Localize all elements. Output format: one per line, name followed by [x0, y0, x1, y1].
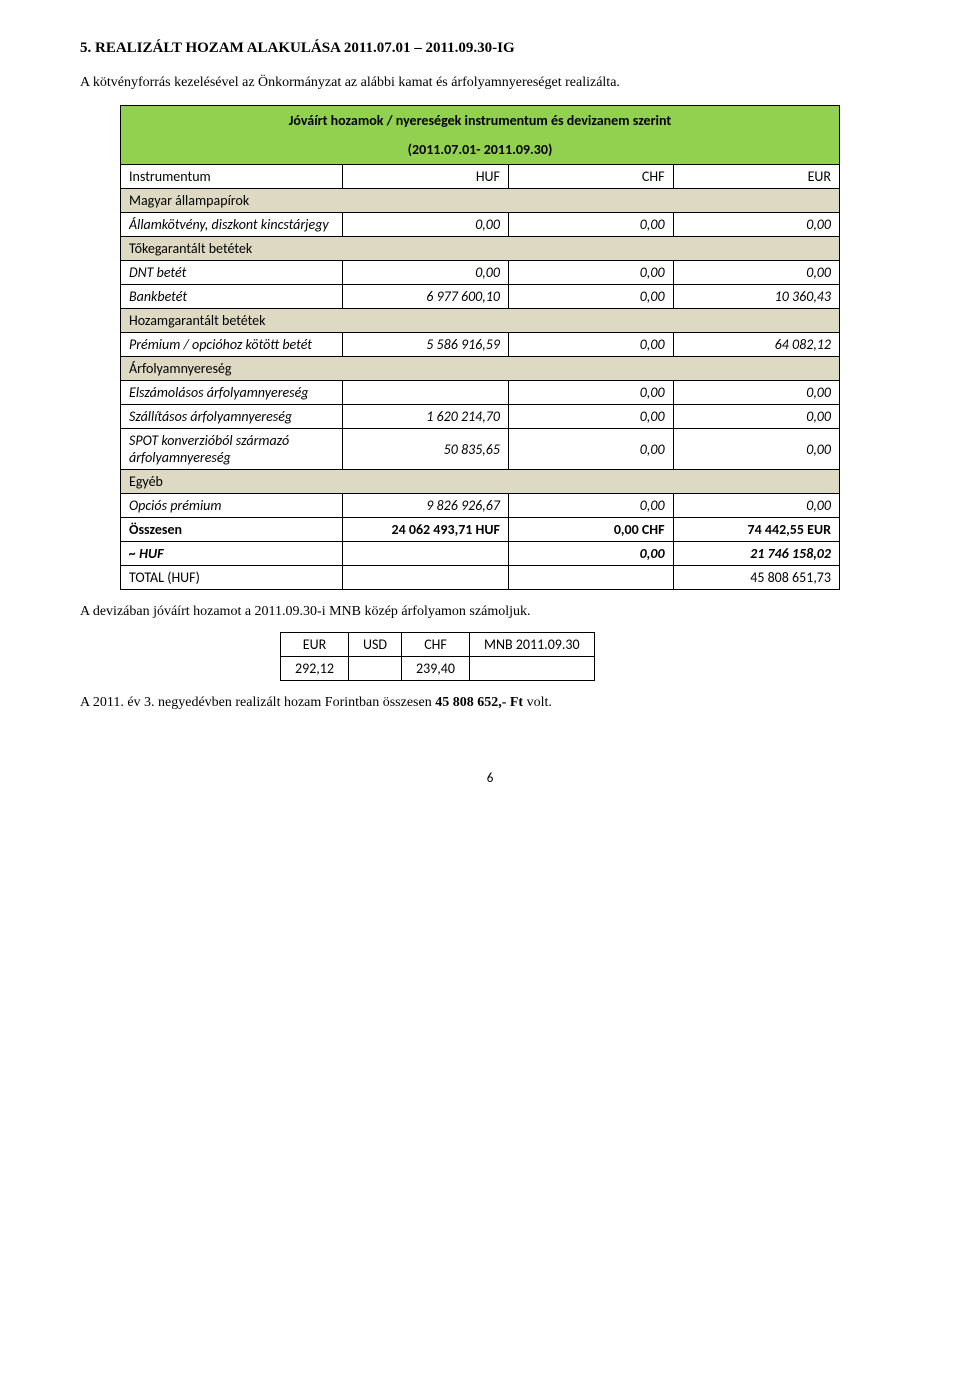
yield-table: Jóváírt hozamok / nyereségek instrumentu…	[120, 105, 840, 590]
table-row: Egyéb	[121, 470, 840, 494]
row-chf: 0,00	[508, 285, 673, 309]
final-amount: 45 808 652,- Ft	[435, 695, 523, 710]
row-chf: 0,00	[508, 333, 673, 357]
row-label: Bankbetét	[121, 285, 343, 309]
row-eur: 21 746 158,02	[673, 542, 839, 566]
table-row: SPOT konverzióból származó árfolyamnyere…	[121, 429, 840, 470]
col-huf: HUF	[342, 165, 508, 189]
table-row: Magyar állampapírok	[121, 189, 840, 213]
row-label: ~ HUF	[121, 542, 343, 566]
row-label: Prémium / opcióhoz kötött betét	[121, 333, 343, 357]
row-chf: 0,00	[508, 542, 673, 566]
table-row: Hozamgarantált betétek	[121, 309, 840, 333]
fx-head-mnb: MNB 2011.09.30	[470, 633, 595, 657]
row-huf: 24 062 493,71 HUF	[342, 518, 508, 542]
table-row: Szállításos árfolyamnyereség1 620 214,70…	[121, 405, 840, 429]
table-row: DNT betét0,000,000,00	[121, 261, 840, 285]
table-row: Tőkegarantált betétek	[121, 237, 840, 261]
fx-rate-table: EUR USD CHF MNB 2011.09.30 292,12 239,40	[280, 632, 595, 681]
row-eur: 0,00	[673, 429, 839, 470]
fx-val-usd	[348, 657, 401, 681]
row-chf	[508, 566, 673, 590]
final-prefix: A 2011. év 3. negyedévben realizált hoza…	[80, 695, 435, 710]
row-eur: 10 360,43	[673, 285, 839, 309]
row-huf: 50 835,65	[342, 429, 508, 470]
row-chf: 0,00 CHF	[508, 518, 673, 542]
fx-val-mnb	[470, 657, 595, 681]
fx-head-chf: CHF	[402, 633, 470, 657]
row-label: Államkötvény, diszkont kincstárjegy	[121, 213, 343, 237]
table-title-1: Jóváírt hozamok / nyereségek instrumentu…	[121, 106, 840, 136]
table-row: ~ HUF 0,0021 746 158,02	[121, 542, 840, 566]
fx-head-eur: EUR	[281, 633, 349, 657]
table-row: TOTAL (HUF) 45 808 651,73	[121, 566, 840, 590]
row-label: Szállításos árfolyamnyereség	[121, 405, 343, 429]
row-huf: 0,00	[342, 261, 508, 285]
row-chf: 0,00	[508, 429, 673, 470]
row-huf: 1 620 214,70	[342, 405, 508, 429]
final-suffix: volt.	[523, 695, 552, 710]
row-huf	[342, 566, 508, 590]
row-eur: 0,00	[673, 381, 839, 405]
final-line: A 2011. év 3. negyedévben realizált hoza…	[80, 695, 900, 711]
row-huf: 9 826 926,67	[342, 494, 508, 518]
row-chf: 0,00	[508, 494, 673, 518]
table-row: Árfolyamnyereség	[121, 357, 840, 381]
fx-note: A devizában jóváírt hozamot a 2011.09.30…	[80, 604, 900, 620]
section-label: Hozamgarantált betétek	[121, 309, 840, 333]
row-chf: 0,00	[508, 261, 673, 285]
table-row: Bankbetét6 977 600,100,0010 360,43	[121, 285, 840, 309]
row-label: Összesen	[121, 518, 343, 542]
page-number: 6	[80, 771, 900, 786]
row-eur: 74 442,55 EUR	[673, 518, 839, 542]
table-title-2: (2011.07.01- 2011.09.30)	[121, 135, 840, 165]
fx-val-chf: 239,40	[402, 657, 470, 681]
row-label: SPOT konverzióból származó árfolyamnyere…	[121, 429, 343, 470]
fx-val-eur: 292,12	[281, 657, 349, 681]
col-instrumentum: Instrumentum	[121, 165, 343, 189]
row-label: DNT betét	[121, 261, 343, 285]
table-row: Elszámolásos árfolyamnyereség 0,000,00	[121, 381, 840, 405]
intro-text: A kötvényforrás kezelésével az Önkormány…	[80, 75, 900, 91]
row-huf: 5 586 916,59	[342, 333, 508, 357]
row-huf	[342, 542, 508, 566]
section-label: Árfolyamnyereség	[121, 357, 840, 381]
table-row: Prémium / opcióhoz kötött betét5 586 916…	[121, 333, 840, 357]
row-eur: 0,00	[673, 405, 839, 429]
section-heading: 5. REALIZÁLT HOZAM ALAKULÁSA 2011.07.01 …	[80, 40, 900, 57]
row-chf: 0,00	[508, 381, 673, 405]
fx-head-usd: USD	[348, 633, 401, 657]
row-huf: 0,00	[342, 213, 508, 237]
table-row: Államkötvény, diszkont kincstárjegy0,000…	[121, 213, 840, 237]
section-label: Egyéb	[121, 470, 840, 494]
col-eur: EUR	[673, 165, 839, 189]
section-label: Tőkegarantált betétek	[121, 237, 840, 261]
row-huf	[342, 381, 508, 405]
row-eur: 64 082,12	[673, 333, 839, 357]
row-chf: 0,00	[508, 405, 673, 429]
row-eur: 45 808 651,73	[673, 566, 839, 590]
section-label: Magyar állampapírok	[121, 189, 840, 213]
row-chf: 0,00	[508, 213, 673, 237]
table-row: Opciós prémium9 826 926,670,000,00	[121, 494, 840, 518]
row-eur: 0,00	[673, 494, 839, 518]
row-label: Opciós prémium	[121, 494, 343, 518]
row-eur: 0,00	[673, 213, 839, 237]
table-row: Összesen24 062 493,71 HUF0,00 CHF74 442,…	[121, 518, 840, 542]
row-eur: 0,00	[673, 261, 839, 285]
row-label: TOTAL (HUF)	[121, 566, 343, 590]
row-huf: 6 977 600,10	[342, 285, 508, 309]
col-chf: CHF	[508, 165, 673, 189]
row-label: Elszámolásos árfolyamnyereség	[121, 381, 343, 405]
